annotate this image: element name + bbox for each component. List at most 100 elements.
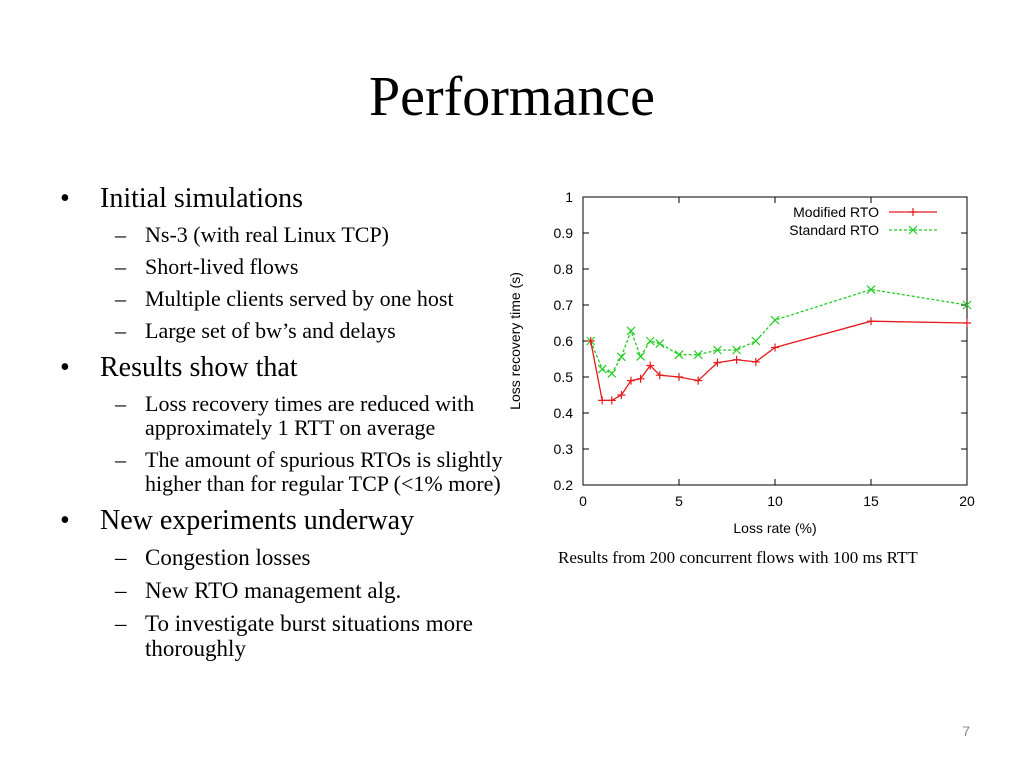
x-tick-label: 20 xyxy=(959,493,975,509)
y-tick-label: 0.7 xyxy=(554,297,574,313)
plus-marker xyxy=(732,355,741,364)
x-tick-label: 10 xyxy=(767,493,783,509)
x-tick-label: 0 xyxy=(579,493,587,509)
legend-label: Modified RTO xyxy=(793,204,879,220)
bullet-item: • New experiments underway xyxy=(60,505,510,536)
bullet-text: New experiments underway xyxy=(100,505,415,536)
sub-bullet-item: – The amount of spurious RTOs is slightly… xyxy=(60,448,510,496)
plus-marker xyxy=(771,343,779,352)
plus-marker xyxy=(627,376,635,385)
chart-legend: Modified RTO Standard RTO xyxy=(789,204,937,238)
sub-bullet-text: Congestion losses xyxy=(145,545,311,570)
plus-marker xyxy=(586,337,595,345)
plus-marker xyxy=(909,208,917,216)
sub-bullet-text: Ns-3 (with real Linux TCP) xyxy=(145,222,390,247)
cross-marker xyxy=(732,345,742,355)
y-axis-label: Loss recovery time (s) xyxy=(507,272,523,410)
y-tick-label: 0.2 xyxy=(554,477,574,493)
dash-icon: – xyxy=(115,222,126,247)
plus-marker xyxy=(675,373,683,381)
sub-bullet-text: Large set of bw’s and delays xyxy=(145,318,396,343)
sub-bullet-item: – Large set of bw’s and delays xyxy=(60,319,510,343)
series-modified-rto xyxy=(586,317,971,405)
bullet-item: • Results show that xyxy=(60,352,510,383)
sub-bullet-item: – Loss recovery times are reduced with ap… xyxy=(60,392,510,440)
y-tick-label: 1 xyxy=(565,189,573,205)
sub-bullet-text: Loss recovery times are reduced with app… xyxy=(145,391,475,440)
plus-marker xyxy=(655,371,664,380)
dash-icon: – xyxy=(115,611,127,636)
cross-marker xyxy=(693,350,703,360)
plus-marker xyxy=(751,357,760,366)
plus-marker xyxy=(607,396,616,405)
plus-marker xyxy=(963,319,971,327)
sub-bullet-item: – To investigate burst situations more th… xyxy=(60,611,510,661)
cross-marker xyxy=(607,368,617,378)
sub-bullet-item: – Short-lived flows xyxy=(60,255,510,279)
sub-bullet-item: – New RTO management alg. xyxy=(60,578,510,603)
sub-bullet-text: The amount of spurious RTOs is slightly … xyxy=(145,447,503,496)
bullet-list: • Initial simulations – Ns-3 (with real Li… xyxy=(60,183,510,661)
cross-marker xyxy=(636,352,646,361)
bullet-text: Initial simulations xyxy=(100,183,303,214)
chart-series xyxy=(586,285,972,405)
cross-marker xyxy=(866,285,876,294)
sub-bullet-item: – Multiple clients served by one host xyxy=(60,287,510,311)
x-tick-label: 5 xyxy=(675,493,683,509)
y-tick-label: 0.5 xyxy=(554,369,574,385)
dash-icon: – xyxy=(115,391,126,416)
cross-marker xyxy=(751,336,761,346)
series-line xyxy=(590,320,968,402)
cross-marker xyxy=(962,300,972,310)
series-line xyxy=(590,288,968,375)
sub-bullet-text: To investigate burst situations more tho… xyxy=(145,611,474,661)
dash-icon: – xyxy=(115,578,127,603)
legend-label: Standard RTO xyxy=(789,222,879,238)
legend-item: Modified RTO xyxy=(793,204,937,220)
chart-caption: Results from 200 concurrent flows with 1… xyxy=(558,548,918,567)
cross-marker xyxy=(770,315,780,325)
y-tick-label: 0.6 xyxy=(554,333,574,349)
dash-icon: – xyxy=(115,286,126,311)
y-tick-label: 0.8 xyxy=(554,261,574,277)
sub-bullet-text: Short-lived flows xyxy=(145,254,299,279)
series-standard-rto xyxy=(586,285,972,378)
sub-bullet-item: – Congestion losses xyxy=(60,545,510,570)
dash-icon: – xyxy=(115,318,126,343)
plot-frame xyxy=(582,196,968,486)
plus-marker xyxy=(617,391,626,399)
sub-bullet-text: Multiple clients served by one host xyxy=(145,286,454,311)
plus-marker xyxy=(646,361,655,370)
plus-marker xyxy=(713,358,722,367)
sub-bullet-text: New RTO management alg. xyxy=(145,578,402,603)
cross-marker xyxy=(908,225,918,235)
bullet-icon: • xyxy=(60,352,70,383)
y-tick-label: 0.4 xyxy=(554,405,574,421)
y-tick-label: 0.9 xyxy=(554,225,574,241)
sub-bullet-item: – Ns-3 (with real Linux TCP) xyxy=(60,223,510,247)
plus-marker xyxy=(598,396,607,405)
x-axis-label: Loss rate (%) xyxy=(733,520,816,536)
plus-marker xyxy=(636,374,645,383)
y-tick-label: 0.3 xyxy=(554,441,574,457)
bullet-text: Results show that xyxy=(100,352,298,383)
cross-marker xyxy=(616,352,626,362)
slide-number: 7 xyxy=(962,723,970,739)
bullet-item: • Initial simulations xyxy=(60,183,510,214)
dash-icon: – xyxy=(115,447,126,472)
dash-icon: – xyxy=(115,545,127,570)
slide-title: Performance xyxy=(368,66,656,128)
plus-marker xyxy=(694,376,703,385)
dash-icon: – xyxy=(115,254,126,279)
cross-marker xyxy=(712,345,722,355)
cross-marker xyxy=(597,364,607,374)
plus-marker xyxy=(867,317,875,326)
bullet-icon: • xyxy=(60,183,70,214)
bullet-icon: • xyxy=(60,505,70,536)
cross-marker xyxy=(655,339,665,348)
x-tick-label: 15 xyxy=(863,493,879,509)
cross-marker xyxy=(645,336,655,346)
cross-marker xyxy=(626,326,636,336)
